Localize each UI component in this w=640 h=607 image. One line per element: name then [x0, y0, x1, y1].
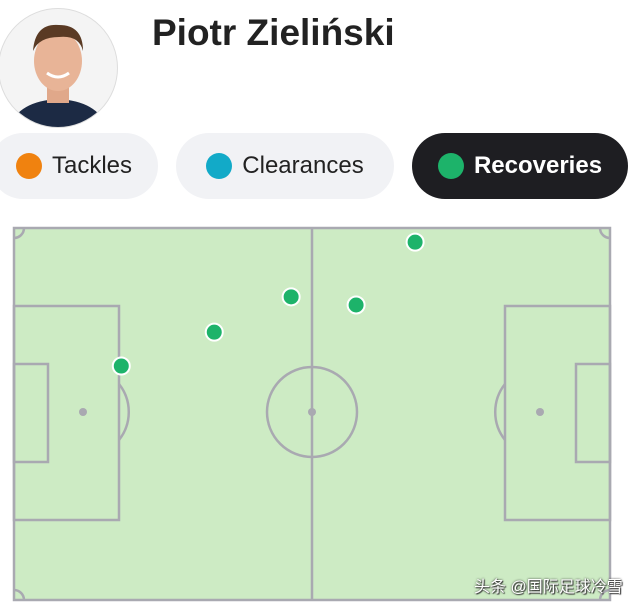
recovery-event-dot[interactable]	[346, 295, 366, 315]
filter-recoveries[interactable]: Recoveries	[412, 133, 628, 199]
recovery-event-dot[interactable]	[204, 322, 224, 342]
left-penalty-arc	[118, 383, 130, 441]
watermark: 头条 @国际足球冷雪	[474, 579, 623, 596]
filter-label: Clearances	[242, 152, 364, 179]
left-six-yard-box	[12, 362, 50, 464]
recoveries-dot-icon	[437, 153, 464, 179]
recovery-event-dot[interactable]	[111, 356, 131, 376]
player-name: Piotr Zieliński	[152, 12, 395, 53]
right-six-yard-box	[574, 362, 612, 464]
recovery-event-dot[interactable]	[405, 232, 425, 252]
tackles-dot-icon	[15, 153, 42, 179]
right-penalty-arc	[494, 383, 506, 441]
corner-arcs	[13, 227, 611, 601]
clearances-dot-icon	[206, 153, 233, 179]
player-avatar	[0, 8, 118, 128]
filter-clearances[interactable]: Clearances	[176, 133, 394, 199]
center-spot	[308, 408, 316, 416]
filter-label: Recoveries	[473, 152, 603, 179]
center-circle	[265, 365, 359, 459]
filter-tackles[interactable]: Tackles	[0, 133, 158, 199]
right-penalty-spot	[536, 408, 544, 416]
recovery-event-dot[interactable]	[281, 287, 301, 307]
filter-label: Tackles	[51, 152, 133, 179]
left-penalty-spot	[79, 408, 87, 416]
player-photo	[9, 24, 107, 127]
